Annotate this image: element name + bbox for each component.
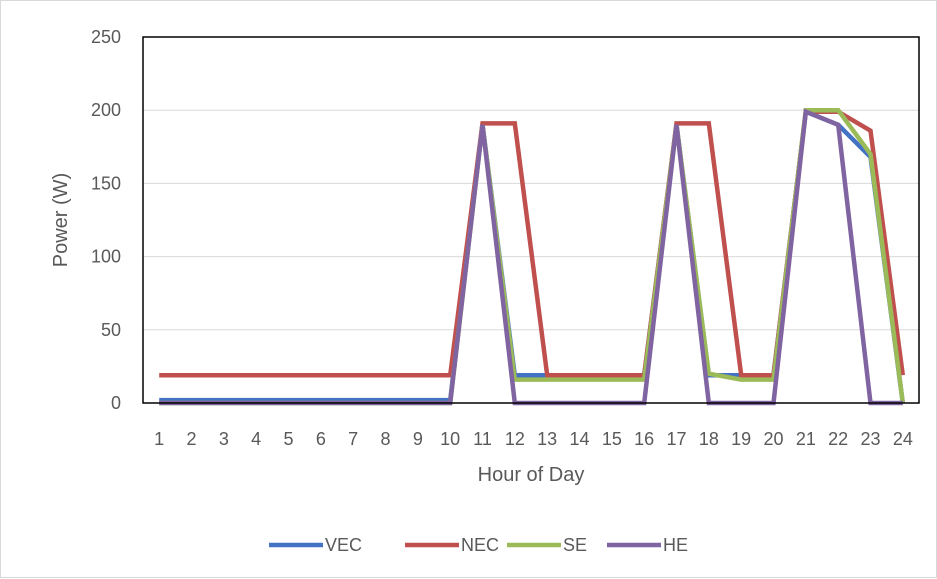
- x-tick-label: 17: [666, 429, 686, 449]
- x-tick-label: 16: [634, 429, 654, 449]
- y-axis-title: Power (W): [50, 173, 72, 267]
- x-tick-label: 7: [348, 429, 358, 449]
- x-tick-label: 11: [473, 429, 492, 449]
- legend-label-nec: NEC: [461, 535, 499, 555]
- legend-label-se: SE: [563, 535, 587, 555]
- gridlines: [143, 36, 919, 404]
- x-tick-label: 15: [602, 429, 622, 449]
- x-tick-label: 23: [860, 429, 880, 449]
- x-tick-label: 20: [763, 429, 783, 449]
- plot-area-frame: [142, 36, 920, 404]
- legend: VEC NEC SE HE: [269, 535, 688, 555]
- x-tick-label: 9: [413, 429, 423, 449]
- x-tick-label: 1: [154, 429, 164, 449]
- x-tick-label: 4: [251, 429, 261, 449]
- x-tick-label: 3: [219, 429, 229, 449]
- y-tick-label: 250: [91, 27, 121, 47]
- y-tick-label: 200: [91, 100, 121, 120]
- x-tick-label: 24: [893, 429, 913, 449]
- x-tick-label: 6: [316, 429, 326, 449]
- x-tick-label: 12: [505, 429, 525, 449]
- y-tick-label: 0: [111, 393, 121, 413]
- x-tick-label: 14: [569, 429, 589, 449]
- x-tick-label: 22: [828, 429, 848, 449]
- x-tick-label: 13: [537, 429, 557, 449]
- x-axis-ticks: 1 2 3 4 5 6 7 8 9 10 11 12 13 14 15 16 17 18 19 20 21 22 23 24: [154, 429, 913, 449]
- x-tick-label: 19: [731, 429, 751, 449]
- x-tick-label: 2: [186, 429, 196, 449]
- y-tick-label: 50: [101, 320, 121, 340]
- x-tick-label: 18: [699, 429, 719, 449]
- x-tick-label: 21: [796, 429, 816, 449]
- y-axis-ticks: 0 50 100 150 200 250: [91, 27, 121, 413]
- x-tick-label: 10: [440, 429, 460, 449]
- x-axis-title: Hour of Day: [478, 464, 585, 486]
- y-tick-label: 100: [91, 247, 121, 267]
- legend-label-he: HE: [663, 535, 688, 555]
- legend-label-vec: VEC: [325, 535, 362, 555]
- x-tick-label: 8: [380, 429, 390, 449]
- y-tick-label: 150: [91, 173, 121, 193]
- x-tick-label: 5: [283, 429, 293, 449]
